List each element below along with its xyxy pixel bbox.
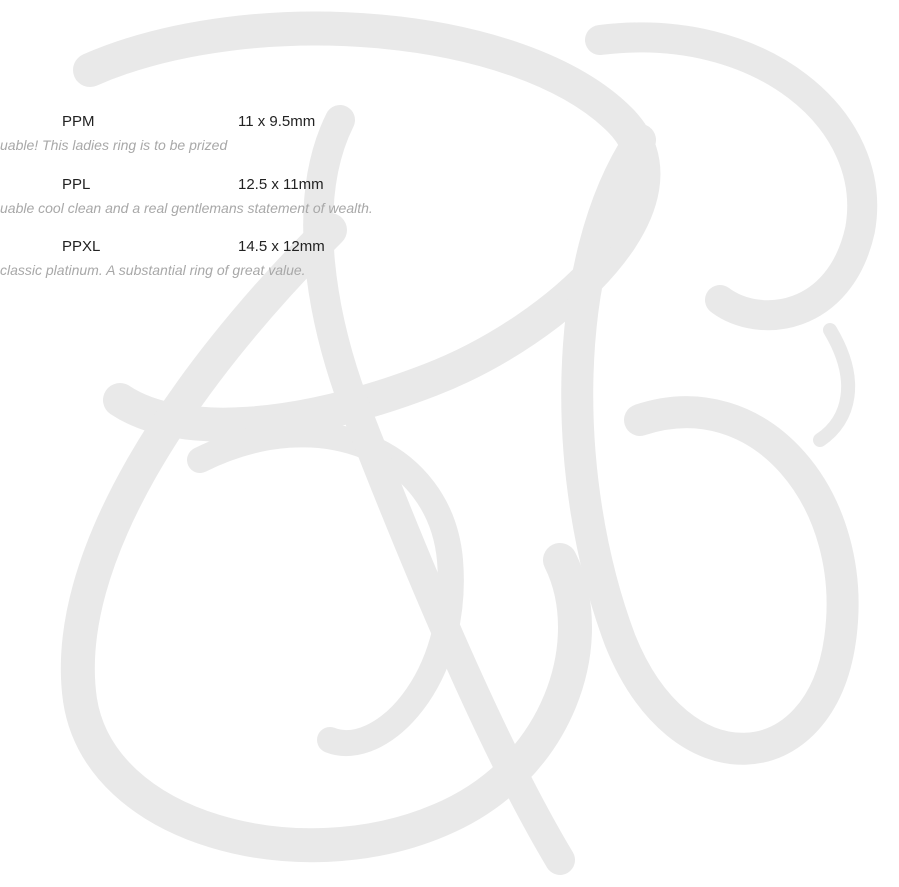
watermark-stroke — [73, 11, 661, 442]
product-description: classic platinum. A substantial ring of … — [0, 262, 306, 278]
watermark-stroke — [60, 213, 592, 863]
product-code: PPXL — [62, 238, 101, 255]
product-size: 12.5 x 11mm — [238, 175, 324, 193]
watermark-stroke — [561, 124, 859, 765]
product-code: PPM — [62, 113, 95, 130]
product-size: 14.5 x 12mm — [238, 238, 325, 255]
product-description: uable cool clean and a real gentlemans s… — [0, 199, 373, 216]
watermark-stroke — [187, 421, 464, 756]
watermark-stroke — [585, 22, 877, 331]
product-description: uable! This ladies ring is to be prized — [0, 137, 228, 153]
product-code: PPL — [62, 175, 91, 193]
product-size: 11 x 9.5mm — [238, 113, 316, 130]
watermark-stroke — [303, 105, 575, 875]
watermark-stroke — [813, 323, 856, 447]
